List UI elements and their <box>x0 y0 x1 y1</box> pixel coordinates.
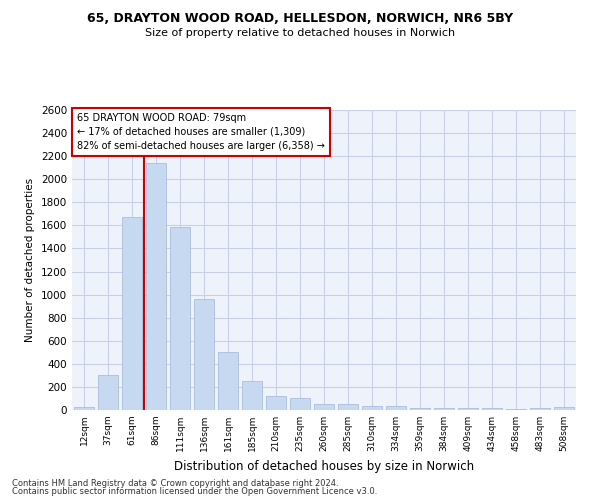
Text: Contains HM Land Registry data © Crown copyright and database right 2024.: Contains HM Land Registry data © Crown c… <box>12 478 338 488</box>
Bar <box>458 408 478 410</box>
Bar <box>338 404 358 410</box>
Bar <box>386 406 406 410</box>
Bar <box>530 408 550 410</box>
Text: Contains public sector information licensed under the Open Government Licence v3: Contains public sector information licen… <box>12 487 377 496</box>
Text: Size of property relative to detached houses in Norwich: Size of property relative to detached ho… <box>145 28 455 38</box>
Text: 65, DRAYTON WOOD ROAD, HELLESDON, NORWICH, NR6 5BY: 65, DRAYTON WOOD ROAD, HELLESDON, NORWIC… <box>87 12 513 26</box>
Bar <box>434 408 454 410</box>
Bar <box>218 352 238 410</box>
Bar <box>122 218 142 410</box>
Bar <box>194 299 214 410</box>
Bar <box>290 398 310 410</box>
Bar <box>482 408 502 410</box>
X-axis label: Distribution of detached houses by size in Norwich: Distribution of detached houses by size … <box>174 460 474 472</box>
Bar <box>266 396 286 410</box>
Bar <box>170 226 190 410</box>
Bar <box>74 407 94 410</box>
Bar <box>98 376 118 410</box>
Bar <box>554 407 574 410</box>
Text: 65 DRAYTON WOOD ROAD: 79sqm
← 17% of detached houses are smaller (1,309)
82% of : 65 DRAYTON WOOD ROAD: 79sqm ← 17% of det… <box>77 113 325 151</box>
Bar <box>146 163 166 410</box>
Bar <box>242 381 262 410</box>
Y-axis label: Number of detached properties: Number of detached properties <box>25 178 35 342</box>
Bar <box>410 408 430 410</box>
Bar <box>362 406 382 410</box>
Bar <box>314 404 334 410</box>
